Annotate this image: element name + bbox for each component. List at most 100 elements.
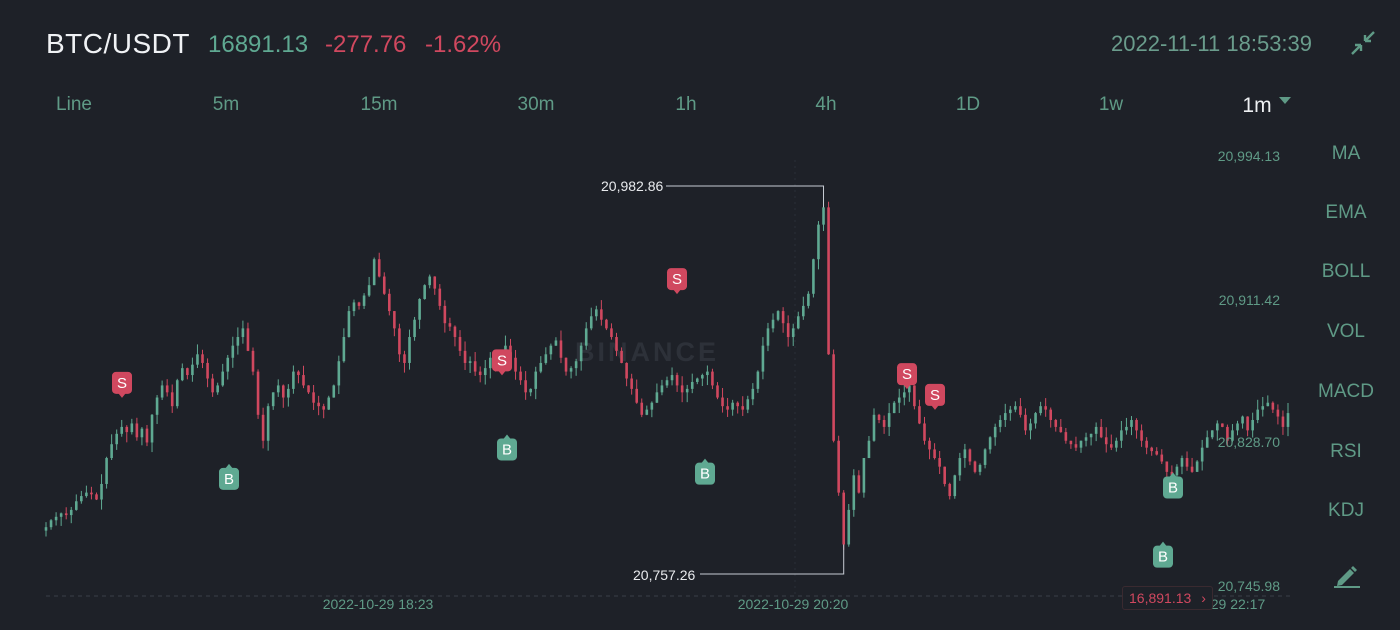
candle-body <box>90 492 93 495</box>
candle-body <box>433 276 437 289</box>
candle-body <box>1034 413 1037 424</box>
candle-body <box>650 402 654 410</box>
sell-marker[interactable]: S <box>925 383 945 410</box>
candle-body <box>1281 416 1285 427</box>
candle-body <box>246 328 250 351</box>
candle-body <box>1251 420 1254 431</box>
candle-body <box>453 326 457 338</box>
candle-body <box>882 420 886 427</box>
candle-body <box>1175 466 1179 476</box>
chart-header: BTC/USDT 16891.13 -277.76 -1.62% 2022-11… <box>0 0 1400 86</box>
candle-body <box>1084 437 1088 441</box>
tab-line[interactable]: Line <box>56 94 92 115</box>
candle-body <box>357 302 361 306</box>
candle-body <box>211 378 214 393</box>
buy-marker[interactable]: B <box>695 458 715 485</box>
candle-body <box>554 340 558 346</box>
candle-body <box>1109 444 1113 448</box>
candle-body <box>791 328 795 338</box>
x-tick-label: 2022-10-29 18:23 <box>322 596 434 612</box>
sell-marker[interactable]: S <box>492 349 512 376</box>
candle-body <box>589 316 593 329</box>
candle-body <box>675 375 679 386</box>
candle-body <box>1089 433 1093 438</box>
candle-body <box>115 433 118 445</box>
candle-body <box>317 402 320 407</box>
last-price-badge[interactable]: 16,891.13 › <box>1122 586 1213 610</box>
candle-body <box>292 371 295 389</box>
candle-body <box>377 259 381 277</box>
indicator-rsi[interactable]: RSI <box>1330 441 1362 462</box>
candle-body <box>1195 461 1199 472</box>
candle-body <box>534 371 538 389</box>
candle-body <box>85 492 88 497</box>
candle-body <box>817 224 820 260</box>
tab-1m[interactable]: 1m <box>1242 94 1272 117</box>
candle-body <box>322 406 325 410</box>
candle-body <box>690 381 694 389</box>
indicator-vol[interactable]: VOL <box>1326 321 1366 342</box>
interval-tabs: Line 5m 15m 30m 1h 4h 1D 1w 1m <box>0 94 1400 122</box>
buy-marker[interactable]: B <box>219 463 239 490</box>
indicator-boll[interactable]: BOLL <box>1321 261 1371 282</box>
candle-body <box>706 371 709 376</box>
candle-body <box>746 399 750 410</box>
candle-body <box>983 449 987 465</box>
candle-body <box>953 475 957 497</box>
candle-body <box>524 380 527 393</box>
candle-body <box>1261 406 1265 410</box>
candle-body <box>241 328 245 338</box>
sell-marker[interactable]: S <box>112 371 132 398</box>
candle-body <box>771 319 775 329</box>
candle-body <box>307 385 310 393</box>
sell-marker-label: S <box>117 375 127 392</box>
candle-body <box>670 375 674 381</box>
candle-body <box>584 328 588 346</box>
candle-body <box>382 276 386 294</box>
tab-1w[interactable]: 1w <box>1098 94 1124 115</box>
pencil-icon[interactable] <box>1332 562 1362 588</box>
candle-body <box>1200 447 1204 462</box>
candle-body <box>574 361 578 369</box>
candle-body <box>680 385 684 393</box>
tab-15m[interactable]: 15m <box>360 94 398 115</box>
tab-1h[interactable]: 1h <box>675 94 697 115</box>
candle-body <box>463 350 467 363</box>
tab-1d[interactable]: 1D <box>955 94 981 115</box>
chevron-down-icon[interactable] <box>1279 97 1291 104</box>
candle-body <box>54 516 58 521</box>
candle-body <box>852 475 856 510</box>
buy-marker[interactable]: B <box>1163 472 1183 499</box>
candle-body <box>367 285 371 296</box>
tab-5m[interactable]: 5m <box>212 94 240 115</box>
candle-body <box>1024 414 1027 431</box>
candle-body <box>443 305 447 324</box>
candle-body <box>1190 466 1194 472</box>
candle-body <box>1226 426 1229 441</box>
indicator-ma[interactable]: MA <box>1331 143 1361 164</box>
buy-marker[interactable]: B <box>497 434 517 461</box>
candle-body <box>721 397 724 407</box>
candle-body <box>928 440 931 450</box>
candle-body <box>635 388 639 403</box>
tab-30m[interactable]: 30m <box>517 94 555 115</box>
candle-body <box>418 298 421 320</box>
current-datetime: 2022-11-11 18:53:39 <box>1111 31 1313 56</box>
candle-body <box>756 371 760 389</box>
tab-4h[interactable]: 4h <box>815 94 837 115</box>
sell-marker[interactable]: S <box>667 268 687 295</box>
buy-marker[interactable]: B <box>1153 541 1173 568</box>
sell-marker[interactable]: S <box>897 363 917 390</box>
chevron-right-icon: › <box>1201 590 1206 606</box>
indicator-ema[interactable]: EMA <box>1325 202 1367 223</box>
collapse-arrows-icon[interactable] <box>1348 28 1378 58</box>
indicator-macd[interactable]: MACD <box>1318 381 1374 402</box>
candle-body <box>49 520 53 528</box>
y-tick-label: 20,828.70 <box>1217 434 1280 450</box>
candle-body <box>191 364 194 376</box>
last-price: 16891.13 <box>208 31 309 58</box>
candle-body <box>201 354 204 363</box>
indicator-kdj[interactable]: KDJ <box>1328 500 1364 521</box>
candle-body <box>1246 416 1249 431</box>
